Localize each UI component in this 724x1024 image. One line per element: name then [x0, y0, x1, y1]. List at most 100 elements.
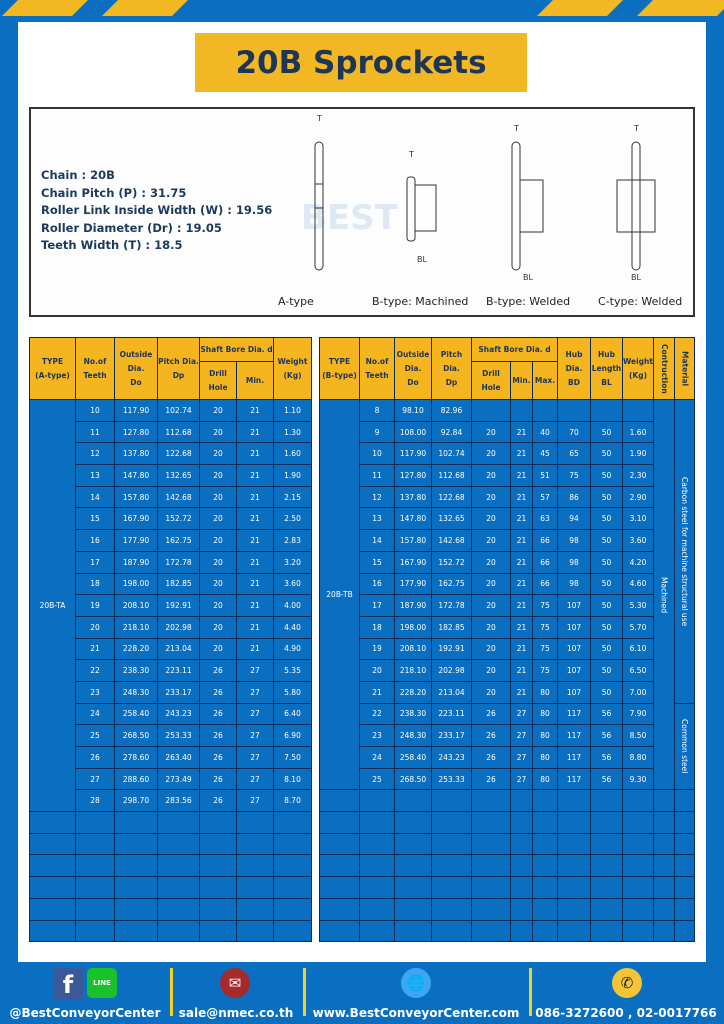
empty-cell: [674, 832, 695, 856]
empty-cell: [532, 876, 558, 899]
empty-cell: [75, 919, 115, 943]
table-row: 22 238.30 223.11 26 27 80 117 56 7.90 Common stee…: [320, 702, 695, 791]
phone-number[interactable]: 086-3272600 , 02-0017766: [535, 1006, 717, 1020]
table-cell: 10: [359, 442, 395, 466]
table-cell: 26: [471, 767, 511, 791]
table-cell: 142.68: [157, 485, 200, 509]
table-cell: 187.90: [394, 594, 432, 617]
empty-cell: [590, 876, 623, 899]
empty-cell: [273, 919, 312, 943]
table-row: 23 248.30 233.17 26 27 80 117 56 8.50: [320, 724, 695, 747]
empty-cell: [622, 832, 654, 856]
empty-cell: [557, 789, 591, 813]
website-link[interactable]: www.BestConveyorCenter.com: [312, 1006, 520, 1020]
table-cell: 20: [471, 485, 511, 509]
empty-cell: [319, 854, 360, 878]
table-cell: 21: [236, 399, 274, 422]
empty-cell: [319, 832, 360, 856]
table-cell: 20: [471, 680, 511, 704]
table-cell: 21: [510, 572, 533, 596]
table-cell: 202.98: [431, 659, 472, 682]
table-row: 12 137.80 122.68 20 21 57 86 50 2.90: [320, 485, 695, 509]
empty-row: [319, 789, 695, 813]
empty-cell: [674, 876, 695, 899]
table-cell: 198.00: [114, 572, 158, 596]
social-handle[interactable]: @BestConveyorCenter: [9, 1006, 161, 1020]
table-cell: [532, 399, 558, 422]
spec-label: Roller Diameter (Dr): [41, 220, 173, 235]
spec-value: 18.5: [154, 238, 183, 252]
table-cell: 177.90: [394, 572, 432, 596]
table-row: 28 298.70 283.56 26 27 8.70: [30, 789, 312, 813]
table-cell: 56: [590, 724, 623, 747]
table-cell: 21: [236, 572, 274, 596]
table-cell: 2.83: [273, 529, 312, 552]
table-cell: 132.65: [431, 507, 472, 531]
empty-row: [29, 811, 312, 834]
table-cell: 147.80: [114, 464, 158, 487]
empty-cell: [510, 811, 533, 834]
table-row: 9 108.00 92.84 20 21 40 70 50 1.60: [320, 420, 695, 444]
table-cell: 258.40: [394, 746, 432, 769]
table-cell: 6.10: [622, 637, 654, 661]
empty-cell: [273, 811, 312, 834]
empty-cell: [557, 832, 591, 856]
spec-label: Chain Pitch (P): [41, 185, 138, 200]
empty-cell: [653, 832, 675, 856]
table-cell: 102.74: [157, 399, 200, 422]
table-cell: 20: [75, 615, 115, 639]
table-cell: 3.10: [622, 507, 654, 531]
empty-cell: [394, 854, 432, 878]
empty-cell: [471, 832, 511, 856]
table-cell: 20: [471, 659, 511, 682]
table-cell: 40: [532, 420, 558, 444]
table-row: 18 198.00 182.85 20 21 75 107 50 5.70: [320, 615, 695, 639]
table-cell: 57: [532, 485, 558, 509]
header-pitch-dia: Pitch Dia. Dp: [157, 337, 200, 400]
table-cell: 248.30: [114, 680, 158, 704]
table-cell: 12: [359, 485, 395, 509]
table-cell: 1.90: [622, 442, 654, 466]
table-cell: 122.68: [157, 442, 200, 466]
table-cell: 70: [557, 420, 591, 444]
facebook-icon[interactable]: f: [53, 968, 83, 1000]
table-cell: 6.40: [273, 702, 312, 726]
table-cell: 50: [590, 594, 623, 617]
empty-cell: [532, 897, 558, 921]
table-cell: 15: [359, 550, 395, 574]
table-cell: 27: [236, 789, 274, 813]
table-cell: 298.70: [114, 789, 158, 813]
table-cell: 26: [471, 702, 511, 726]
table-row: 14 157.80 142.68 20 21 66 98 50 3.60: [320, 529, 695, 552]
empty-cell: [157, 832, 200, 856]
diagram-label-a-type: A-type: [278, 295, 314, 308]
table-cell: 26: [471, 746, 511, 769]
empty-cell: [114, 854, 158, 878]
empty-cell: [157, 897, 200, 921]
diagram-label-b-machined: B-type: Machined: [372, 295, 469, 308]
table-row: 23 248.30 233.17 26 27 5.80: [30, 680, 312, 704]
spec-value: 19.56: [235, 203, 273, 217]
table-cell: 19: [75, 594, 115, 617]
email-link[interactable]: sale@nmec.co.th: [178, 1006, 294, 1020]
empty-cell: [510, 876, 533, 899]
empty-cell: [622, 789, 654, 813]
empty-cell: [319, 897, 360, 921]
svg-text:BL: BL: [417, 255, 427, 264]
table-cell: 27: [510, 767, 533, 791]
line-icon[interactable]: LINE: [87, 968, 117, 998]
empty-cell: [510, 789, 533, 813]
empty-cell: [157, 811, 200, 834]
table-cell: 27: [510, 702, 533, 726]
table-cell: 20: [471, 529, 511, 552]
table-cell: 14: [75, 485, 115, 509]
empty-cell: [359, 897, 395, 921]
empty-cell: [359, 789, 395, 813]
table-cell: 94: [557, 507, 591, 531]
table-cell: 228.20: [114, 637, 158, 661]
svg-text:T: T: [633, 124, 639, 133]
table-row: 25 268.50 253.33 26 27 80 117 56 9.30: [320, 767, 695, 791]
table-cell: 16: [75, 529, 115, 552]
table-cell: 243.23: [157, 702, 200, 726]
table-cell: 21: [236, 529, 274, 552]
